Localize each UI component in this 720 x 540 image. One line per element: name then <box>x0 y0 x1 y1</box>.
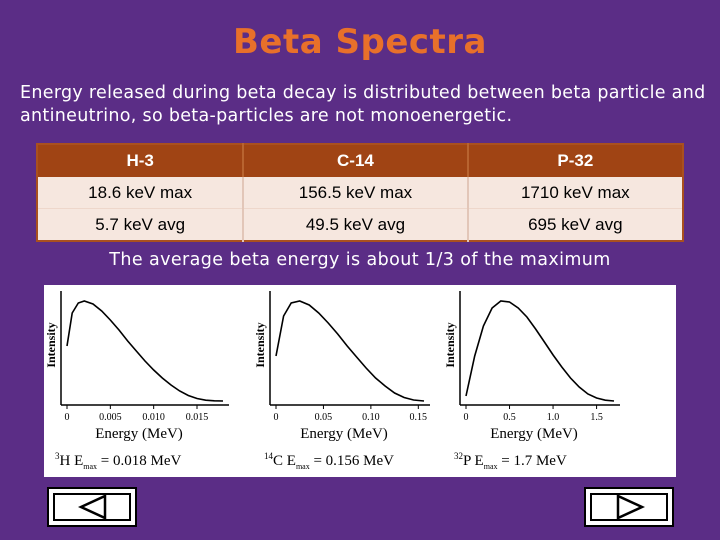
h3-tick-label: 0.015 <box>186 412 209 423</box>
h3-tick-label: 0.005 <box>99 412 122 423</box>
c14-isotope-symbol: C <box>273 453 287 469</box>
h3-emax-subscript: max <box>83 462 97 471</box>
h3-emax-value: = 0.018 MeV <box>97 453 181 469</box>
table-row-avg: 5.7 keV avg 49.5 keV avg 695 keV avg <box>37 208 683 241</box>
slide-title: Beta Spectra <box>232 22 487 62</box>
header-h3: H-3 <box>37 144 245 177</box>
c14-tick-label: 0 <box>274 412 279 423</box>
p32-spectrum-curve <box>465 300 615 402</box>
cell-p32-max: 1710 keV max <box>467 177 683 209</box>
p32-mass-number: 32 <box>454 451 463 461</box>
c14-y-axis-label: Intensity <box>253 322 267 367</box>
c14-tick-label: 0.15 <box>410 412 428 423</box>
p32-y-axis-label: Intensity <box>443 322 457 367</box>
p32-emax-caption: 32P Emax = 1.7 MeV <box>454 451 567 471</box>
table-row-max: 18.6 keV max 156.5 keV max 1710 keV max <box>37 177 683 209</box>
intro-text: Energy released during beta decay is dis… <box>20 83 706 126</box>
summary-text: The average beta energy is about 1/3 of … <box>109 250 611 270</box>
c14-spectrum-curve <box>275 300 425 402</box>
c14-emax-symbol: E <box>287 453 296 469</box>
header-p32: P-32 <box>467 144 683 177</box>
cell-h3-max: 18.6 keV max <box>37 177 245 209</box>
p32-emax-symbol: E <box>475 453 484 469</box>
h3-tick-label: 0 <box>65 412 70 423</box>
p32-isotope-symbol: P <box>463 453 475 469</box>
cell-c14-max: 156.5 keV max <box>243 177 469 209</box>
previous-button-frame <box>53 493 131 521</box>
h3-spectrum-curve <box>66 300 224 402</box>
p32-emax-value: = 1.7 MeV <box>498 453 567 469</box>
h3-tick-label: 0.010 <box>142 412 165 423</box>
header-c14: C-14 <box>243 144 469 177</box>
c14-tick-label: 0.05 <box>315 412 333 423</box>
beta-energy-table: H-3 C-14 P-32 18.6 keV max 156.5 keV max… <box>36 143 684 242</box>
c14-emax-value: = 0.156 MeV <box>310 453 394 469</box>
p32-tick-label: 1.5 <box>590 412 603 423</box>
h3-y-axis-label: Intensity <box>44 322 58 367</box>
p32-x-axis-label: Energy (MeV) <box>490 426 578 442</box>
cell-h3-avg: 5.7 keV avg <box>37 208 245 241</box>
table-header-row: H-3 C-14 P-32 <box>37 144 683 177</box>
next-button-frame <box>590 493 668 521</box>
h3-emax-symbol: E <box>74 453 83 469</box>
p32-tick-label: 0 <box>464 412 469 423</box>
cell-p32-avg: 695 keV avg <box>467 208 683 241</box>
c14-emax-subscript: max <box>296 462 310 471</box>
c14-x-axis-label: Energy (MeV) <box>300 426 388 442</box>
cell-c14-avg: 49.5 keV avg <box>243 208 469 241</box>
c14-tick-label: 0.10 <box>362 412 380 423</box>
play-back-icon <box>77 494 107 520</box>
p32-tick-label: 1.0 <box>547 412 560 423</box>
p32-emax-subscript: max <box>484 462 498 471</box>
previous-slide-button[interactable] <box>47 487 137 527</box>
p32-tick-label: 0.5 <box>503 412 516 423</box>
c14-emax-caption: 14C Emax = 0.156 MeV <box>264 451 394 471</box>
h3-emax-caption: 3H Emax = 0.018 MeV <box>55 451 182 471</box>
spectra-plots-panel: Intensity 0 0.005 0.010 0.015 Energy (MeV) 3H … <box>44 285 676 477</box>
play-forward-icon <box>616 494 646 520</box>
h3-mass-number: 3 <box>55 451 60 461</box>
h3-isotope-symbol: H <box>60 453 75 469</box>
h3-x-axis-label: Energy (MeV) <box>95 426 183 442</box>
next-slide-button[interactable] <box>584 487 674 527</box>
c14-mass-number: 14 <box>264 451 274 461</box>
